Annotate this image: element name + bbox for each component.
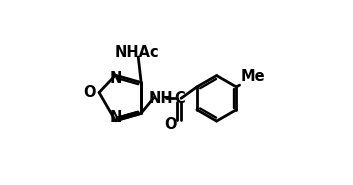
Text: NH: NH [149, 91, 173, 106]
Text: N: N [110, 110, 122, 125]
Text: NHAc: NHAc [115, 45, 160, 60]
Text: N: N [110, 71, 122, 86]
Text: C: C [174, 91, 185, 106]
Text: Me: Me [240, 69, 265, 84]
Text: O: O [164, 117, 176, 132]
Text: O: O [83, 85, 96, 100]
